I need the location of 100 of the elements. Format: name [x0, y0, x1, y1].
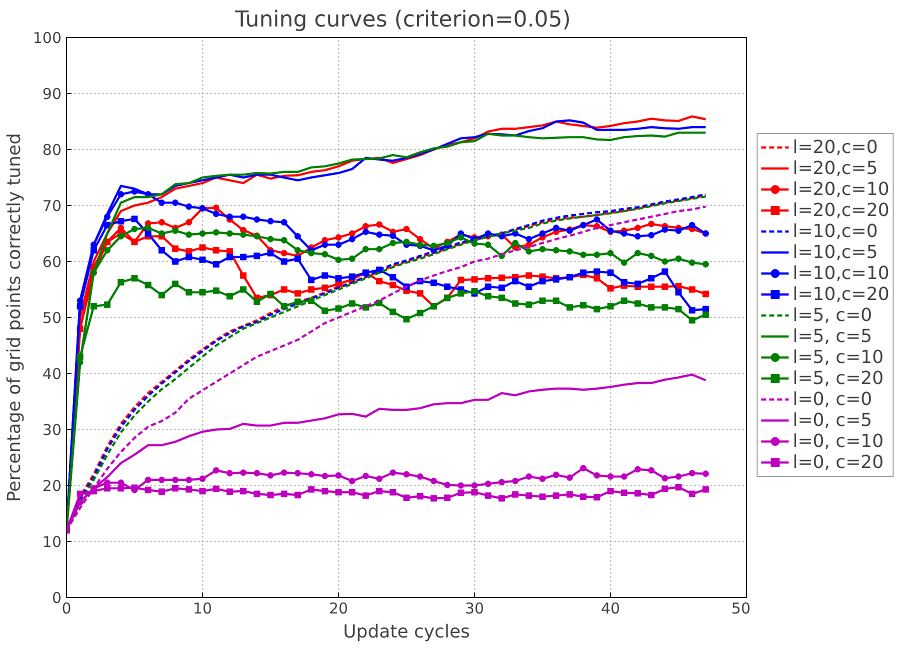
point — [280, 469, 288, 476]
point — [376, 221, 383, 228]
y-tick-label: 50 — [42, 309, 62, 327]
point — [539, 476, 546, 482]
point — [104, 485, 111, 492]
point — [308, 486, 315, 493]
point — [675, 289, 682, 296]
point — [362, 246, 369, 252]
point — [199, 289, 206, 296]
point — [158, 476, 165, 484]
point — [76, 303, 84, 310]
point — [702, 290, 709, 298]
point — [199, 256, 206, 264]
point — [267, 250, 274, 256]
point — [158, 219, 165, 226]
y-tick-label: 20 — [42, 477, 62, 495]
point — [118, 224, 124, 232]
legend-label: l=0, c=20 — [792, 452, 884, 472]
legend-label: l=5, c=20 — [792, 368, 884, 388]
point — [566, 491, 573, 498]
point — [294, 470, 301, 476]
point — [662, 304, 668, 311]
point — [688, 222, 696, 228]
point — [158, 230, 165, 237]
point — [212, 287, 220, 294]
point — [607, 473, 614, 480]
point — [552, 247, 560, 254]
point — [294, 247, 301, 254]
point — [607, 250, 614, 256]
y-tick-label: 40 — [42, 365, 62, 383]
point — [267, 218, 274, 224]
legend-label: l=10,c=10 — [792, 262, 890, 284]
point — [90, 303, 97, 310]
point — [254, 252, 260, 260]
point — [594, 472, 600, 479]
point — [226, 488, 233, 495]
point — [403, 238, 410, 246]
point — [240, 469, 247, 476]
point — [526, 272, 532, 279]
point — [484, 492, 492, 499]
point — [118, 485, 124, 492]
point — [131, 188, 138, 195]
point — [76, 353, 84, 360]
point — [662, 486, 668, 492]
point — [471, 276, 478, 283]
point — [144, 282, 152, 288]
point — [430, 280, 437, 286]
point — [675, 227, 682, 234]
point — [322, 272, 328, 279]
point — [539, 246, 546, 252]
point — [580, 493, 587, 500]
point — [662, 474, 668, 482]
point — [76, 490, 84, 498]
point — [702, 311, 709, 318]
point — [416, 473, 424, 480]
legend-label: l=20,c=0 — [792, 136, 878, 158]
point — [322, 250, 328, 258]
point — [158, 488, 165, 495]
point — [226, 213, 233, 220]
point — [552, 472, 560, 478]
point — [335, 305, 342, 312]
point — [322, 472, 328, 480]
point — [607, 269, 614, 276]
point — [458, 276, 464, 284]
point — [335, 280, 342, 288]
point — [104, 301, 111, 308]
point — [594, 306, 600, 312]
point — [362, 228, 369, 236]
point — [267, 492, 274, 498]
point — [458, 482, 464, 489]
point — [308, 286, 315, 293]
point — [226, 292, 233, 300]
point — [172, 245, 179, 252]
point — [362, 472, 369, 480]
point — [484, 275, 492, 282]
point — [512, 278, 519, 284]
point — [458, 490, 464, 496]
point — [348, 230, 356, 237]
point — [376, 476, 383, 482]
point — [240, 254, 247, 260]
point — [199, 488, 206, 494]
y-tick-label: 90 — [42, 85, 62, 103]
point — [280, 258, 288, 265]
point — [444, 494, 451, 502]
point — [662, 268, 668, 275]
point — [498, 294, 505, 302]
point — [498, 478, 505, 486]
point — [335, 256, 342, 264]
point — [240, 286, 247, 293]
point — [280, 490, 288, 498]
point — [403, 226, 410, 232]
point — [444, 283, 451, 290]
y-tick-label: 60 — [42, 253, 62, 271]
point — [280, 250, 288, 256]
point — [403, 494, 410, 502]
point — [186, 289, 192, 296]
point — [267, 236, 274, 242]
point — [620, 230, 628, 237]
point — [240, 488, 247, 494]
legend-label: l=20,c=5 — [792, 158, 878, 178]
